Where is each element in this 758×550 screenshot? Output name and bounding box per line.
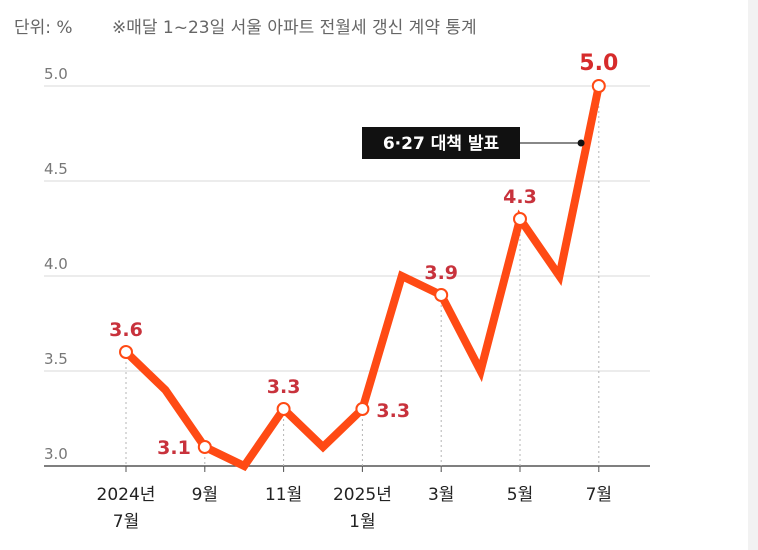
annotation-layer: 6·27 대책 발표 (362, 127, 585, 159)
data-point-marker (355, 402, 370, 416)
data-labels: 3.6 3.1 3.3 3.3 3.9 4.3 5.0 (109, 51, 618, 459)
x-tick-label: 11월 (265, 485, 302, 505)
x-tick-label: 9월 (192, 485, 218, 505)
x-tick-label: 7월 (113, 512, 139, 532)
right-panel-edge (748, 0, 758, 550)
data-label: 4.3 (503, 186, 537, 208)
data-label: 3.9 (424, 262, 458, 284)
data-point-marker (119, 345, 133, 359)
data-point-marker (197, 440, 212, 454)
x-tick-label: 5월 (507, 485, 533, 505)
y-axis: 3.0 3.5 4.0 4.5 5.0 (44, 65, 68, 463)
x-tick-label: 1월 (349, 512, 375, 532)
data-label: 3.3 (376, 400, 410, 422)
annotation-dot (577, 139, 585, 147)
data-point-marker (276, 402, 291, 416)
x-tick-label: 2025년 (333, 485, 392, 505)
x-tick-label: 3월 (428, 485, 454, 505)
annotation-box (362, 127, 520, 159)
x-axis: 2024년 7월 9월 11월 2025년 1월 3월 5월 7월 (97, 466, 612, 532)
y-tick-label: 5.0 (44, 65, 68, 83)
x-tick-label: 2024년 (97, 485, 156, 505)
data-point-marker (513, 212, 527, 226)
annotation-label: 6·27 대책 발표 (383, 134, 500, 154)
y-tick-label: 4.0 (44, 255, 68, 273)
chart-description: ※매달 1~23일 서울 아파트 전월세 갱신 계약 통계 (112, 18, 477, 38)
data-label: 3.3 (267, 376, 301, 398)
data-label: 3.1 (157, 437, 191, 459)
y-tick-label: 4.5 (44, 160, 68, 178)
series-layer (119, 79, 606, 472)
y-tick-label: 3.5 (44, 350, 68, 368)
data-label: 3.6 (109, 319, 143, 341)
data-point-marker (434, 288, 449, 302)
y-tick-label: 3.0 (44, 445, 68, 463)
unit-label: 단위: % (14, 18, 73, 38)
x-tick-label: 7월 (586, 485, 612, 505)
data-point-marker (591, 79, 606, 93)
data-label: 5.0 (579, 51, 618, 76)
